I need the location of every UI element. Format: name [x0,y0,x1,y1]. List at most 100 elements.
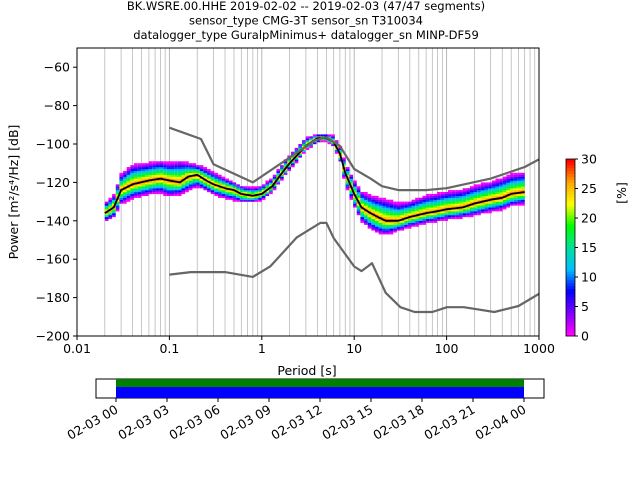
density-cell [491,186,496,189]
density-cell [444,201,449,204]
density-cell [225,184,229,187]
density-cell [364,192,368,195]
density-cell [221,193,226,197]
colorbar-segment [566,203,575,207]
density-cell [484,209,489,212]
colorbar-segment [566,327,575,331]
density-cell [134,172,138,175]
density-cell [214,180,218,183]
density-cell [367,222,372,225]
density-cell [510,180,514,183]
density-cell [440,213,445,216]
density-cell [385,224,390,227]
density-cell [123,192,127,195]
density-cell [462,209,467,212]
density-cell [521,197,525,200]
density-cell [250,199,255,202]
density-cell [364,213,368,216]
density-cell [396,222,401,225]
density-cell [378,211,383,214]
density-cell [331,134,335,137]
density-cell [462,197,467,200]
density-cell [228,195,233,198]
density-cell [265,186,270,189]
density-cell [506,188,511,191]
density-cell [210,190,215,193]
density-cell [364,218,368,221]
density-cell [334,140,339,143]
density-cell [521,188,525,191]
density-cell [225,178,229,181]
density-cell [196,165,200,168]
density-cell [451,209,456,212]
density-cell [495,207,500,210]
density-cell [422,205,427,208]
density-cell [371,207,375,210]
density-cell [513,188,518,191]
density-cell [418,205,423,208]
density-cell [199,178,204,181]
density-cell [393,211,397,214]
density-cell [104,205,109,208]
density-cell [374,220,379,223]
density-cell [196,186,200,189]
density-cell [174,176,178,179]
density-cell [228,186,233,189]
density-cell [393,215,397,218]
density-cell [444,209,449,212]
colorbar-tick-label: 5 [581,299,589,314]
density-cell [203,182,208,185]
density-cell [188,163,193,166]
density-cell [462,190,467,193]
density-cell [488,197,492,200]
density-cell [491,182,496,185]
density-cell [385,205,390,208]
colorbar-segment [566,282,575,287]
density-cell [371,220,375,223]
density-cell [261,197,266,200]
density-cell [192,186,197,189]
density-cell [382,213,386,216]
density-cell [433,218,438,221]
density-cell [152,180,156,183]
density-cell [228,190,233,193]
density-cell [155,184,160,187]
density-cell [495,201,500,204]
density-cell [367,213,372,216]
density-cell [356,203,361,206]
density-cell [185,165,189,168]
density-cell [506,176,511,179]
density-cell [210,178,215,181]
density-cell [181,165,186,168]
density-cell [210,172,215,175]
density-cell [429,216,434,220]
density-cell [491,209,496,212]
density-cell [480,201,485,204]
density-cell [181,168,186,172]
density-cell [422,222,427,225]
density-cell [473,192,478,195]
density-cell [283,165,288,168]
density-cell [429,201,434,204]
density-cell [155,168,160,172]
density-cell [418,203,423,206]
density-cell [258,188,262,191]
density-cell [448,203,452,206]
density-cell [400,216,405,220]
density-cell [309,145,313,149]
density-cell [170,174,175,177]
density-cell [283,163,288,166]
density-cell [378,207,383,210]
density-cell [400,205,405,208]
density-cell [371,216,375,220]
density-cell [309,144,313,147]
density-cell [210,188,215,191]
density-cell [236,193,240,197]
density-cell [283,172,288,175]
density-cell [360,195,365,198]
density-cell [513,174,518,177]
density-cell [469,201,474,204]
density-cell [192,163,197,166]
density-cell [513,178,518,181]
x-tick-label: 1 [258,341,266,356]
